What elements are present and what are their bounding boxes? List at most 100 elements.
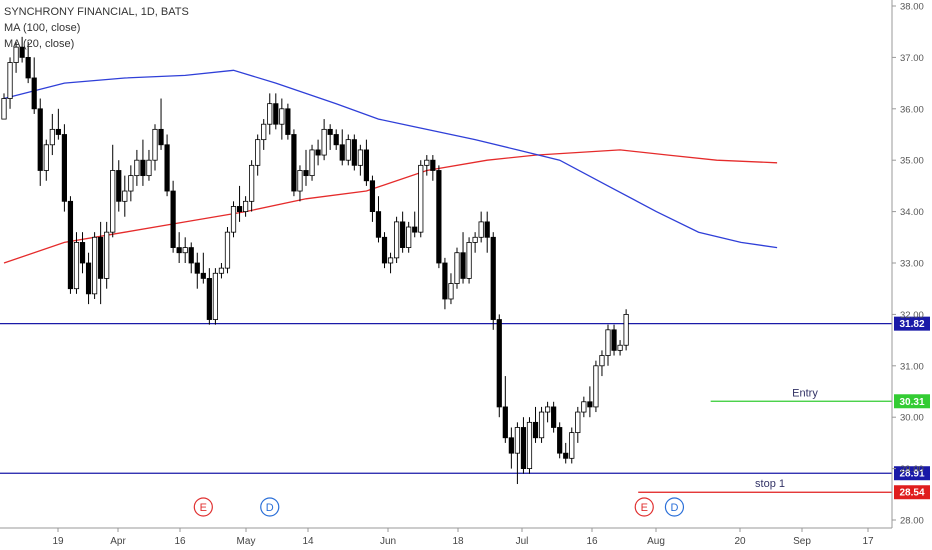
- candle: [454, 252, 460, 284]
- candle: [200, 272, 206, 279]
- event-label: E: [200, 502, 207, 514]
- ma20-layer: [3, 149, 778, 264]
- candle: [261, 123, 267, 141]
- price-tick-label: 35.00: [900, 156, 924, 167]
- candle: [406, 226, 412, 248]
- level-lines: 31.82 28.91 Entry 30.31 stop 1 28.54: [0, 316, 930, 500]
- candle: [484, 221, 490, 238]
- candle: [424, 159, 430, 166]
- candle: [25, 57, 31, 79]
- candle: [496, 319, 502, 408]
- candle: [430, 159, 436, 171]
- stop-tag-label: 28.54: [899, 488, 924, 499]
- event-marker: [193, 497, 213, 517]
- support-tag-label: 28.91: [899, 469, 924, 480]
- price-tick-label: 30.00: [900, 413, 924, 424]
- candle: [116, 170, 122, 202]
- candle: [381, 236, 388, 264]
- candle: [466, 242, 472, 279]
- candle: [617, 344, 623, 351]
- time-tick-label: Jun: [380, 536, 396, 547]
- candle: [49, 128, 55, 146]
- candle: [387, 257, 394, 264]
- candle: [345, 139, 351, 161]
- candle: [104, 231, 110, 279]
- candle: [110, 170, 116, 233]
- candle: [285, 108, 291, 135]
- candle: [545, 406, 551, 413]
- candle: [351, 139, 357, 166]
- ma100-layer: [3, 69, 778, 249]
- event-marker: [634, 497, 654, 517]
- candle: [478, 221, 484, 238]
- candle: [182, 247, 188, 254]
- time-tick-label: 17: [862, 536, 874, 547]
- candle: [230, 206, 237, 233]
- price-axis: 28.00 29.00 30.00 31.00 32.00 33.00 34.00 35.00…: [891, 0, 924, 528]
- candle: [472, 236, 478, 243]
- candle: [128, 175, 134, 192]
- candle: [393, 221, 400, 259]
- candle: [85, 262, 92, 295]
- candle: [73, 242, 80, 290]
- candle: [164, 144, 170, 192]
- candle: [412, 226, 418, 233]
- price-tick-label: 32.00: [900, 310, 924, 321]
- time-tick-label: May: [237, 536, 256, 547]
- candle: [303, 170, 309, 177]
- time-tick-label: Apr: [110, 536, 126, 547]
- candle: [134, 159, 140, 177]
- candle: [436, 170, 442, 264]
- candle: [140, 159, 146, 177]
- candle: [508, 437, 514, 454]
- candle: [61, 134, 68, 202]
- entry-tag-label: 30.31: [899, 397, 924, 408]
- candle: [170, 190, 176, 248]
- candle: [551, 406, 557, 428]
- price-tick-label: 29.00: [900, 464, 924, 475]
- candle: [249, 164, 255, 202]
- candle: [315, 149, 321, 156]
- candle: [273, 103, 279, 125]
- ma100-line: [3, 69, 778, 249]
- candle: [599, 355, 605, 367]
- candle: [37, 108, 43, 171]
- candle: [363, 149, 370, 182]
- candle: [605, 329, 611, 356]
- candle: [460, 252, 466, 279]
- candle: [538, 411, 545, 439]
- candle: [369, 180, 376, 212]
- candle: [581, 401, 587, 413]
- candle: [19, 46, 25, 58]
- candle: [418, 164, 424, 233]
- candle: [146, 159, 152, 177]
- entry-tag: [894, 394, 930, 409]
- candle: [206, 278, 212, 320]
- event-label: D: [266, 502, 274, 514]
- time-axis: 19 Apr 16 May 14 Jun 18 Jul 16 Aug 20 Sep 17: [0, 527, 892, 547]
- chart-title: SYNCHRONY FINANCIAL, 1D, BATS: [4, 6, 189, 18]
- candle: [448, 283, 454, 300]
- candle: [490, 236, 496, 320]
- candle: [224, 231, 231, 269]
- candle: [55, 128, 61, 135]
- candle: [122, 190, 128, 202]
- candle: [557, 427, 563, 454]
- candle: [375, 211, 382, 238]
- candle: [1, 98, 7, 120]
- time-tick-label: 18: [452, 536, 464, 547]
- candle: [13, 46, 19, 63]
- candle: [327, 128, 333, 135]
- candle: [212, 272, 218, 320]
- candle: [611, 329, 617, 351]
- candle: [520, 427, 527, 470]
- candle: [587, 401, 593, 408]
- candle: [357, 149, 363, 166]
- candle: [333, 134, 339, 146]
- candle: [514, 427, 521, 454]
- candle: [194, 262, 200, 274]
- candle: [623, 313, 629, 346]
- ma20-line: [3, 149, 778, 264]
